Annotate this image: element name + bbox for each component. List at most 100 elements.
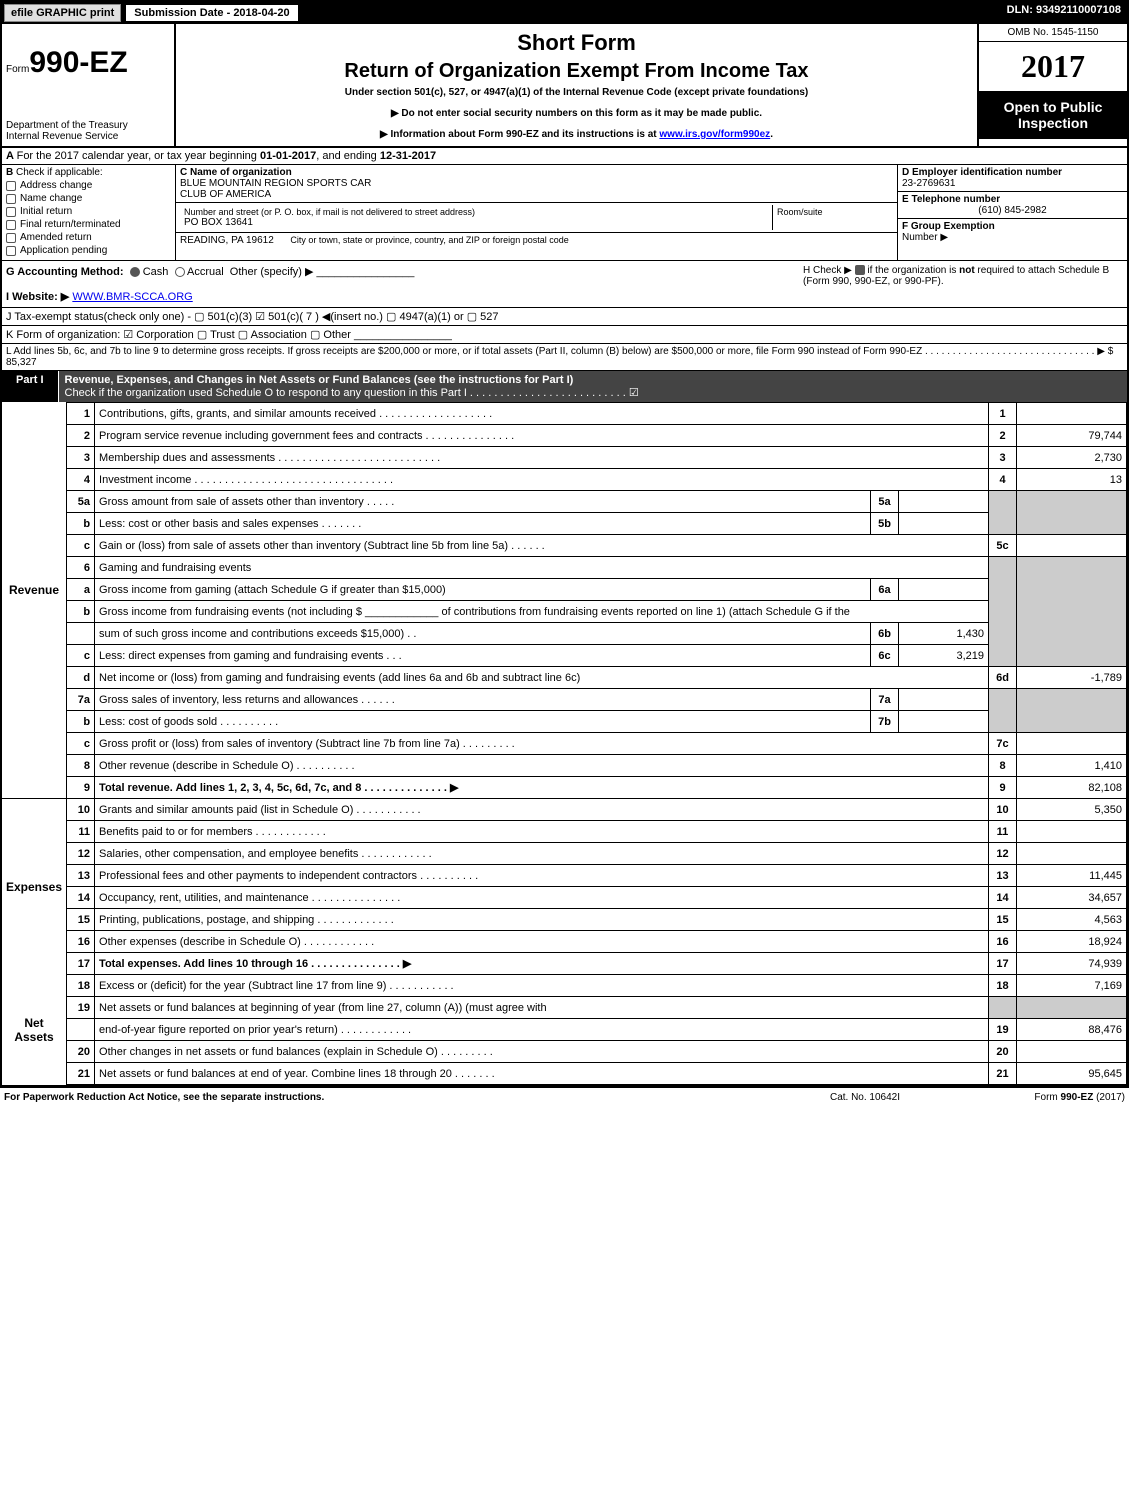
org-name-1: BLUE MOUNTAIN REGION SPORTS CAR	[180, 178, 893, 189]
part-label: Part I	[2, 371, 59, 402]
table-row: Expenses 10Grants and similar amounts pa…	[2, 799, 1127, 821]
dln: DLN: 93492110007108	[1001, 2, 1127, 24]
tax-year: 2017	[979, 42, 1127, 91]
col-c-org: C Name of organization BLUE MOUNTAIN REG…	[176, 165, 897, 260]
part-title: Revenue, Expenses, and Changes in Net As…	[59, 371, 1127, 402]
header-right: OMB No. 1545-1150 2017 Open to Public In…	[977, 24, 1127, 146]
table-row: 12Salaries, other compensation, and empl…	[2, 843, 1127, 865]
efile-print-button[interactable]: efile GRAPHIC print	[4, 4, 121, 22]
line-l: L Add lines 5b, 6c, and 7b to line 9 to …	[2, 344, 1127, 371]
checkbox-icon	[6, 246, 16, 256]
table-row: dNet income or (loss) from gaming and fu…	[2, 667, 1127, 689]
checkbox-h-icon[interactable]	[855, 265, 865, 275]
amt-13: 11,445	[1017, 865, 1127, 887]
table-row: 4Investment income . . . . . . . . . . .…	[2, 469, 1127, 491]
line-a: A For the 2017 calendar year, or tax yea…	[2, 148, 1127, 165]
table-row: cGross profit or (loss) from sales of in…	[2, 733, 1127, 755]
table-row: 3Membership dues and assessments . . . .…	[2, 447, 1127, 469]
topbar: efile GRAPHIC print Submission Date - 20…	[2, 2, 1127, 24]
street: PO BOX 13641	[184, 217, 768, 228]
section-gh: G Accounting Method: Cash Accrual Other …	[2, 261, 1127, 308]
city: READING, PA 19612	[180, 235, 274, 246]
street-block: Number and street (or P. O. box, if mail…	[176, 203, 897, 233]
checkbox-icon	[6, 194, 16, 204]
city-block: READING, PA 19612 City or town, state or…	[176, 233, 897, 248]
line-j: J Tax-exempt status(check only one) - ▢ …	[2, 308, 1127, 326]
table-row: bLess: cost or other basis and sales exp…	[2, 513, 1127, 535]
checkbox-icon	[6, 181, 16, 191]
form-990ez: efile GRAPHIC print Submission Date - 20…	[0, 0, 1129, 1087]
amt-6d: -1,789	[1017, 667, 1127, 689]
table-row: sum of such gross income and contributio…	[2, 623, 1127, 645]
amt-3: 2,730	[1017, 447, 1127, 469]
checkbox-icon	[6, 207, 16, 217]
form-header: Form990-EZ Department of the Treasury In…	[2, 24, 1127, 148]
table-row: aGross income from gaming (attach Schedu…	[2, 579, 1127, 601]
table-row: 6Gaming and fundraising events	[2, 557, 1127, 579]
form-number: Form990-EZ	[6, 46, 170, 80]
table-row: 17Total expenses. Add lines 10 through 1…	[2, 953, 1127, 975]
table-row: 8Other revenue (describe in Schedule O) …	[2, 755, 1127, 777]
table-row: end-of-year figure reported on prior yea…	[2, 1019, 1127, 1041]
table-row: 21Net assets or fund balances at end of …	[2, 1063, 1127, 1085]
table-row: cGain or (loss) from sale of assets othe…	[2, 535, 1127, 557]
open-to-public: Open to Public Inspection	[979, 91, 1127, 139]
lines-table: Revenue 1 Contributions, gifts, grants, …	[2, 402, 1127, 1085]
form-ref: Form 990-EZ (2017)	[965, 1092, 1125, 1103]
section-revenue-label: Revenue	[6, 583, 62, 597]
amt-4: 13	[1017, 469, 1127, 491]
website-link[interactable]: WWW.BMR-SCCA.ORG	[72, 291, 192, 303]
ein: 23-2769631	[902, 178, 1123, 189]
amt-8: 1,410	[1017, 755, 1127, 777]
amt-1	[1017, 403, 1127, 425]
amt-10: 5,350	[1017, 799, 1127, 821]
tel-block: E Telephone number (610) 845-2982	[898, 192, 1127, 219]
page-footer: For Paperwork Reduction Act Notice, see …	[0, 1087, 1129, 1103]
table-row: 5aGross amount from sale of assets other…	[2, 491, 1127, 513]
paperwork-notice: For Paperwork Reduction Act Notice, see …	[4, 1092, 765, 1103]
ein-block: D Employer identification number 23-2769…	[898, 165, 1127, 192]
submission-date: Submission Date - 2018-04-20	[125, 4, 298, 22]
table-row: 7aGross sales of inventory, less returns…	[2, 689, 1127, 711]
radio-accrual-icon[interactable]	[175, 267, 185, 277]
table-row: 11Benefits paid to or for members . . . …	[2, 821, 1127, 843]
col-def: D Employer identification number 23-2769…	[897, 165, 1127, 260]
amt-15: 4,563	[1017, 909, 1127, 931]
checkbox-initial-return[interactable]: Initial return	[6, 206, 171, 217]
omb-number: OMB No. 1545-1150	[979, 24, 1127, 42]
table-row: 13Professional fees and other payments t…	[2, 865, 1127, 887]
checkbox-amended-return[interactable]: Amended return	[6, 232, 171, 243]
title-return: Return of Organization Exempt From Incom…	[184, 60, 969, 83]
table-row: 14Occupancy, rent, utilities, and mainte…	[2, 887, 1127, 909]
checkbox-icon	[6, 233, 16, 243]
amt-21: 95,645	[1017, 1063, 1127, 1085]
amt-18: 7,169	[1017, 975, 1127, 997]
org-name-block: C Name of organization BLUE MOUNTAIN REG…	[176, 165, 897, 203]
room-suite: Room/suite	[773, 205, 893, 230]
instr-ssn: ▶ Do not enter social security numbers o…	[184, 108, 969, 119]
table-row: 20Other changes in net assets or fund ba…	[2, 1041, 1127, 1063]
radio-cash-icon[interactable]	[130, 267, 140, 277]
col-b-checkboxes: B Check if applicable: Address change Na…	[2, 165, 176, 260]
h-check: H Check ▶ if the organization is not req…	[803, 265, 1123, 303]
checkbox-application-pending[interactable]: Application pending	[6, 245, 171, 256]
org-name-2: CLUB OF AMERICA	[180, 189, 893, 200]
section-bcd: B Check if applicable: Address change Na…	[2, 165, 1127, 261]
checkbox-name-change[interactable]: Name change	[6, 193, 171, 204]
instructions-link[interactable]: www.irs.gov/form990ez	[659, 129, 770, 140]
table-row: Net Assets 18Excess or (deficit) for the…	[2, 975, 1127, 997]
table-row: 2Program service revenue including gover…	[2, 425, 1127, 447]
amt-14: 34,657	[1017, 887, 1127, 909]
checkbox-icon	[6, 220, 16, 230]
table-row: 16Other expenses (describe in Schedule O…	[2, 931, 1127, 953]
instr-link: ▶ Information about Form 990-EZ and its …	[184, 129, 969, 140]
accounting-method: G Accounting Method: Cash Accrual Other …	[6, 265, 803, 303]
header-left: Form990-EZ Department of the Treasury In…	[2, 24, 176, 146]
line-k: K Form of organization: ☑ Corporation ▢ …	[2, 326, 1127, 344]
checkbox-address-change[interactable]: Address change	[6, 180, 171, 191]
section-net-label: Net Assets	[6, 1016, 62, 1044]
checkbox-final-return[interactable]: Final return/terminated	[6, 219, 171, 230]
part-i-header: Part I Revenue, Expenses, and Changes in…	[2, 371, 1127, 402]
table-row: 9Total revenue. Add lines 1, 2, 3, 4, 5c…	[2, 777, 1127, 799]
header-title: Short Form Return of Organization Exempt…	[176, 24, 977, 146]
